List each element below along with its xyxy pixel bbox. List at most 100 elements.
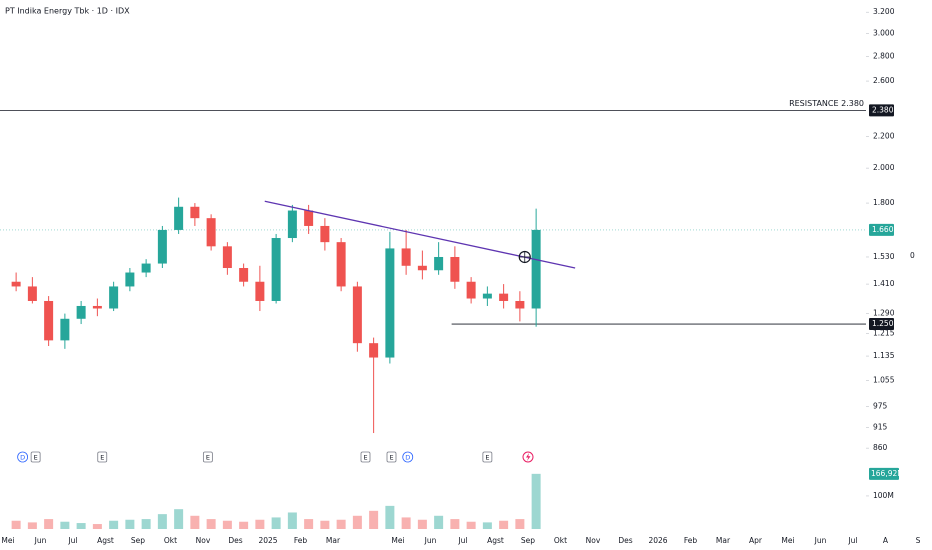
last-volume-box — [869, 467, 899, 480]
x-tick-label: Jul — [67, 536, 77, 545]
x-tick-label: Jun — [424, 536, 437, 545]
event-badge — [402, 451, 414, 463]
candle-body — [190, 206, 200, 219]
y-tick-label: 3.200 — [873, 7, 895, 16]
y-tick-label: 1.135 — [873, 351, 895, 360]
y-tick-label: 2.200 — [873, 131, 895, 140]
event-badge — [482, 451, 493, 463]
x-tick-label: Mei — [1, 536, 14, 545]
event-label: E — [363, 454, 367, 462]
candle-body — [531, 229, 541, 309]
volume-bar — [141, 519, 151, 529]
candle-body — [336, 242, 346, 287]
x-tick-label: Nov — [586, 536, 601, 545]
event-label: E — [485, 454, 489, 462]
y-tick-label: 2.000 — [873, 163, 895, 172]
volume-bar — [304, 519, 314, 529]
volume-bar — [174, 509, 184, 529]
volume-bar — [401, 517, 411, 529]
candle-body — [76, 305, 86, 319]
x-tick-label: Feb — [684, 536, 698, 545]
x-tick-label: Jul — [847, 536, 857, 545]
x-tick-label: Mei — [781, 536, 794, 545]
x-tick-label: Mar — [716, 536, 731, 545]
x-tick-label: Agst — [97, 536, 114, 545]
candle-body — [157, 229, 167, 264]
support-label: 1.250 — [872, 319, 894, 328]
event-badge — [360, 451, 371, 463]
volume-bar — [499, 520, 509, 529]
volume-bar — [239, 521, 249, 529]
event-badge — [17, 451, 29, 463]
event-badge — [386, 451, 397, 463]
event-badge — [30, 451, 41, 463]
event-label: D — [20, 454, 25, 462]
candle-body — [385, 248, 395, 358]
volume-bar — [125, 519, 135, 529]
volume-bar — [92, 524, 102, 529]
x-tick-label: Apr — [749, 536, 763, 545]
volume-bar — [157, 514, 167, 529]
candle-body — [27, 286, 37, 301]
candle-body — [239, 268, 249, 282]
volume-bar — [515, 519, 525, 529]
volume-bar — [434, 515, 444, 529]
y-tick-label: 975 — [873, 401, 888, 410]
candle-body — [417, 265, 427, 271]
candle-body — [450, 256, 460, 282]
volume-bar — [190, 515, 200, 529]
y-tick-label: 2.800 — [873, 51, 895, 60]
candle-body — [206, 218, 216, 247]
volume-bar — [352, 515, 362, 529]
candle-body — [434, 256, 444, 271]
x-tick-label: Des — [618, 536, 632, 545]
chart-title: PT Indika Energy Tbk · 1D · IDX — [5, 7, 130, 16]
y-tick-label: 860 — [873, 443, 888, 452]
candle-body — [352, 286, 362, 344]
x-tick-label: A — [883, 536, 889, 545]
x-tick-label: Feb — [294, 536, 308, 545]
y-tick-label: 1.410 — [873, 279, 895, 288]
candle-body — [466, 281, 476, 299]
candle-body — [92, 305, 102, 309]
x-tick-label: Jul — [457, 536, 467, 545]
candle-body — [109, 286, 119, 309]
event-badge — [97, 451, 108, 463]
y-tick-label: 2.600 — [873, 76, 895, 85]
volume-bar — [336, 519, 346, 529]
candle-body — [141, 263, 151, 273]
volume-bar — [11, 520, 21, 529]
event-label: E — [206, 454, 210, 462]
y-tick-label: 3.000 — [873, 29, 895, 38]
x-tick-label: 2026 — [648, 536, 667, 545]
x-tick-label: Mei — [391, 536, 404, 545]
event-badge — [202, 451, 213, 463]
x-tick-label: Sep — [521, 536, 535, 545]
volume-bar — [222, 520, 232, 529]
candle-body — [222, 246, 232, 269]
volume-bar — [44, 519, 54, 529]
x-tick-label: Sep — [131, 536, 145, 545]
candle-body — [499, 293, 509, 301]
candle-body — [60, 318, 70, 341]
candle-body — [271, 238, 281, 301]
x-tick-label: Agst — [487, 536, 504, 545]
candle-body — [44, 300, 54, 341]
volume-bar — [271, 517, 281, 529]
volume-bar — [320, 520, 330, 529]
last-price-label: 1.660 — [872, 225, 894, 234]
x-tick-label: 2025 — [258, 536, 277, 545]
volume-bar — [385, 505, 395, 529]
x-tick-label: Mar — [326, 536, 341, 545]
volume-bar — [60, 521, 70, 529]
x-tick-label: Okt — [164, 536, 177, 545]
volume-bar — [369, 510, 379, 529]
volume-bar — [466, 521, 476, 529]
volume-bar — [255, 519, 265, 529]
resistance-label-box — [869, 104, 894, 117]
volume-bar — [109, 520, 119, 529]
candle-body — [255, 281, 265, 301]
candle-body — [320, 225, 330, 243]
candle-body — [515, 300, 525, 309]
